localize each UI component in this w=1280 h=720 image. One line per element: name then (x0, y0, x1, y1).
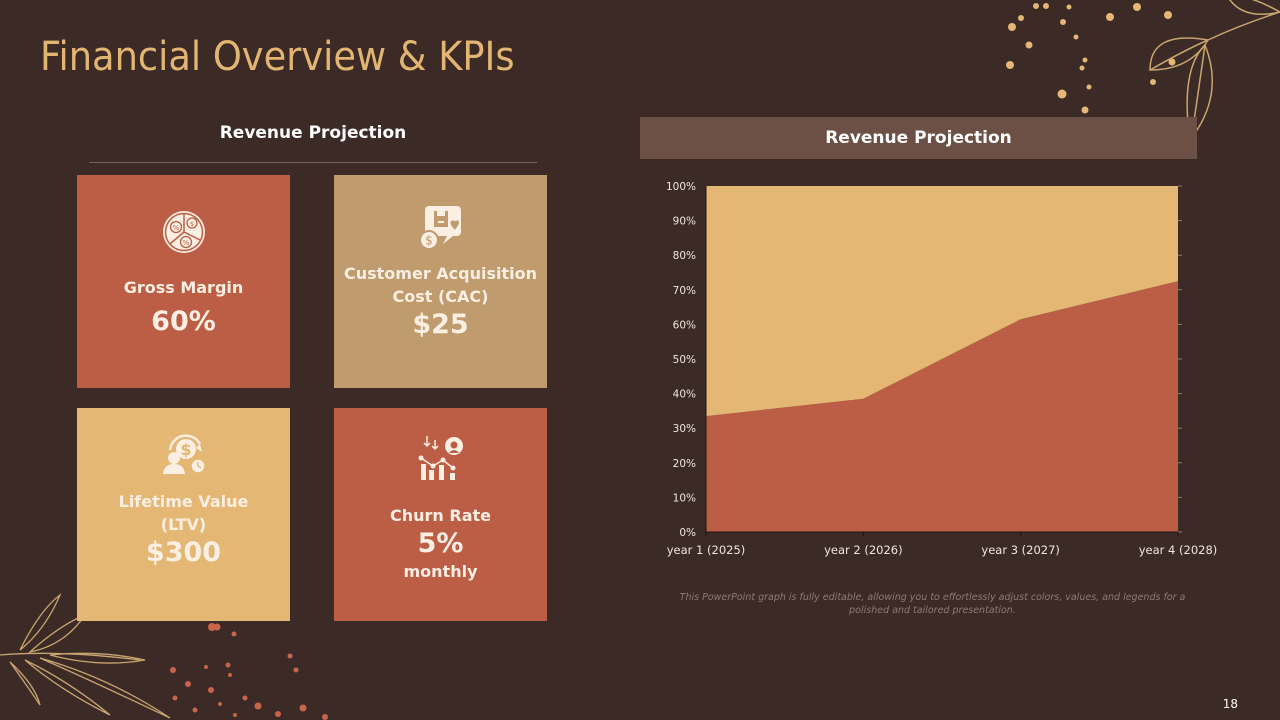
kpi-value: 5% (417, 528, 464, 559)
kpi-section-divider (89, 162, 537, 163)
kpi-card-churn-rate: Churn Rate 5% monthly (334, 408, 547, 621)
y-tick-label: 10% (673, 492, 696, 504)
svg-text:$: $ (190, 221, 194, 228)
kpi-label: Customer Acquisition Cost (CAC) (344, 264, 537, 306)
y-tick-label: 80% (673, 250, 696, 262)
svg-text:%: % (182, 239, 189, 247)
area-series-2 (706, 186, 1178, 417)
decorative-dots-top (1006, 3, 1176, 114)
y-tick-label: 30% (673, 423, 696, 435)
chart-header: Revenue Projection (640, 117, 1197, 159)
revenue-projection-chart: 0% 10% 20% 30% 40% 50% 60% 70% 80% 90% 100% year 1 … (666, 181, 1218, 557)
customer-cost-icon: $ (418, 206, 461, 250)
area-series-1 (706, 281, 1178, 532)
decorative-dots-bottom (170, 623, 328, 720)
chart-caption: This PowerPoint graph is fully editable,… (679, 592, 1186, 616)
x-tick-label: year 4 (2028) (1139, 543, 1218, 557)
y-tick-label: 60% (673, 319, 696, 331)
kpi-card-ltv: $ Lifetime Value (LTV) $300 (77, 408, 290, 621)
y-tick-label: 70% (673, 285, 696, 297)
kpi-section-heading: Revenue Projection (219, 123, 407, 143)
churn-chart-icon (418, 436, 463, 480)
x-tick-label: year 2 (2026) (824, 543, 903, 557)
pie-percent-icon: % $ % (162, 211, 205, 253)
svg-text:%: % (172, 224, 179, 232)
y-tick-label: 90% (673, 216, 696, 228)
kpi-card-cac: $ Customer Acquisition Cost (CAC) $25 (334, 175, 547, 388)
kpi-label: Churn Rate (390, 506, 491, 525)
kpi-value: $300 (145, 537, 222, 568)
lifetime-value-icon: $ (162, 434, 206, 474)
slide-title: Financial Overview & KPIs (40, 34, 515, 80)
y-tick-label: 0% (679, 527, 696, 539)
kpi-value: 60% (151, 306, 216, 337)
x-tick-label: year 1 (2025) (667, 543, 746, 557)
kpi-value: $25 (412, 309, 469, 340)
y-tick-label: 40% (673, 389, 696, 401)
svg-text:$: $ (425, 234, 433, 248)
svg-text:$: $ (180, 440, 191, 459)
x-tick-label: year 3 (2027) (981, 543, 1060, 557)
kpi-card-gross-margin: % $ % Gross Margin 60% (77, 175, 290, 388)
kpi-label: Gross Margin (123, 278, 244, 297)
y-tick-label: 100% (666, 181, 696, 193)
y-tick-label: 20% (673, 458, 696, 470)
kpi-subtext: monthly (403, 562, 478, 581)
y-tick-label: 50% (673, 354, 696, 366)
kpi-label: Lifetime Value (LTV) (118, 492, 249, 534)
page-number: 18 (1222, 697, 1238, 711)
